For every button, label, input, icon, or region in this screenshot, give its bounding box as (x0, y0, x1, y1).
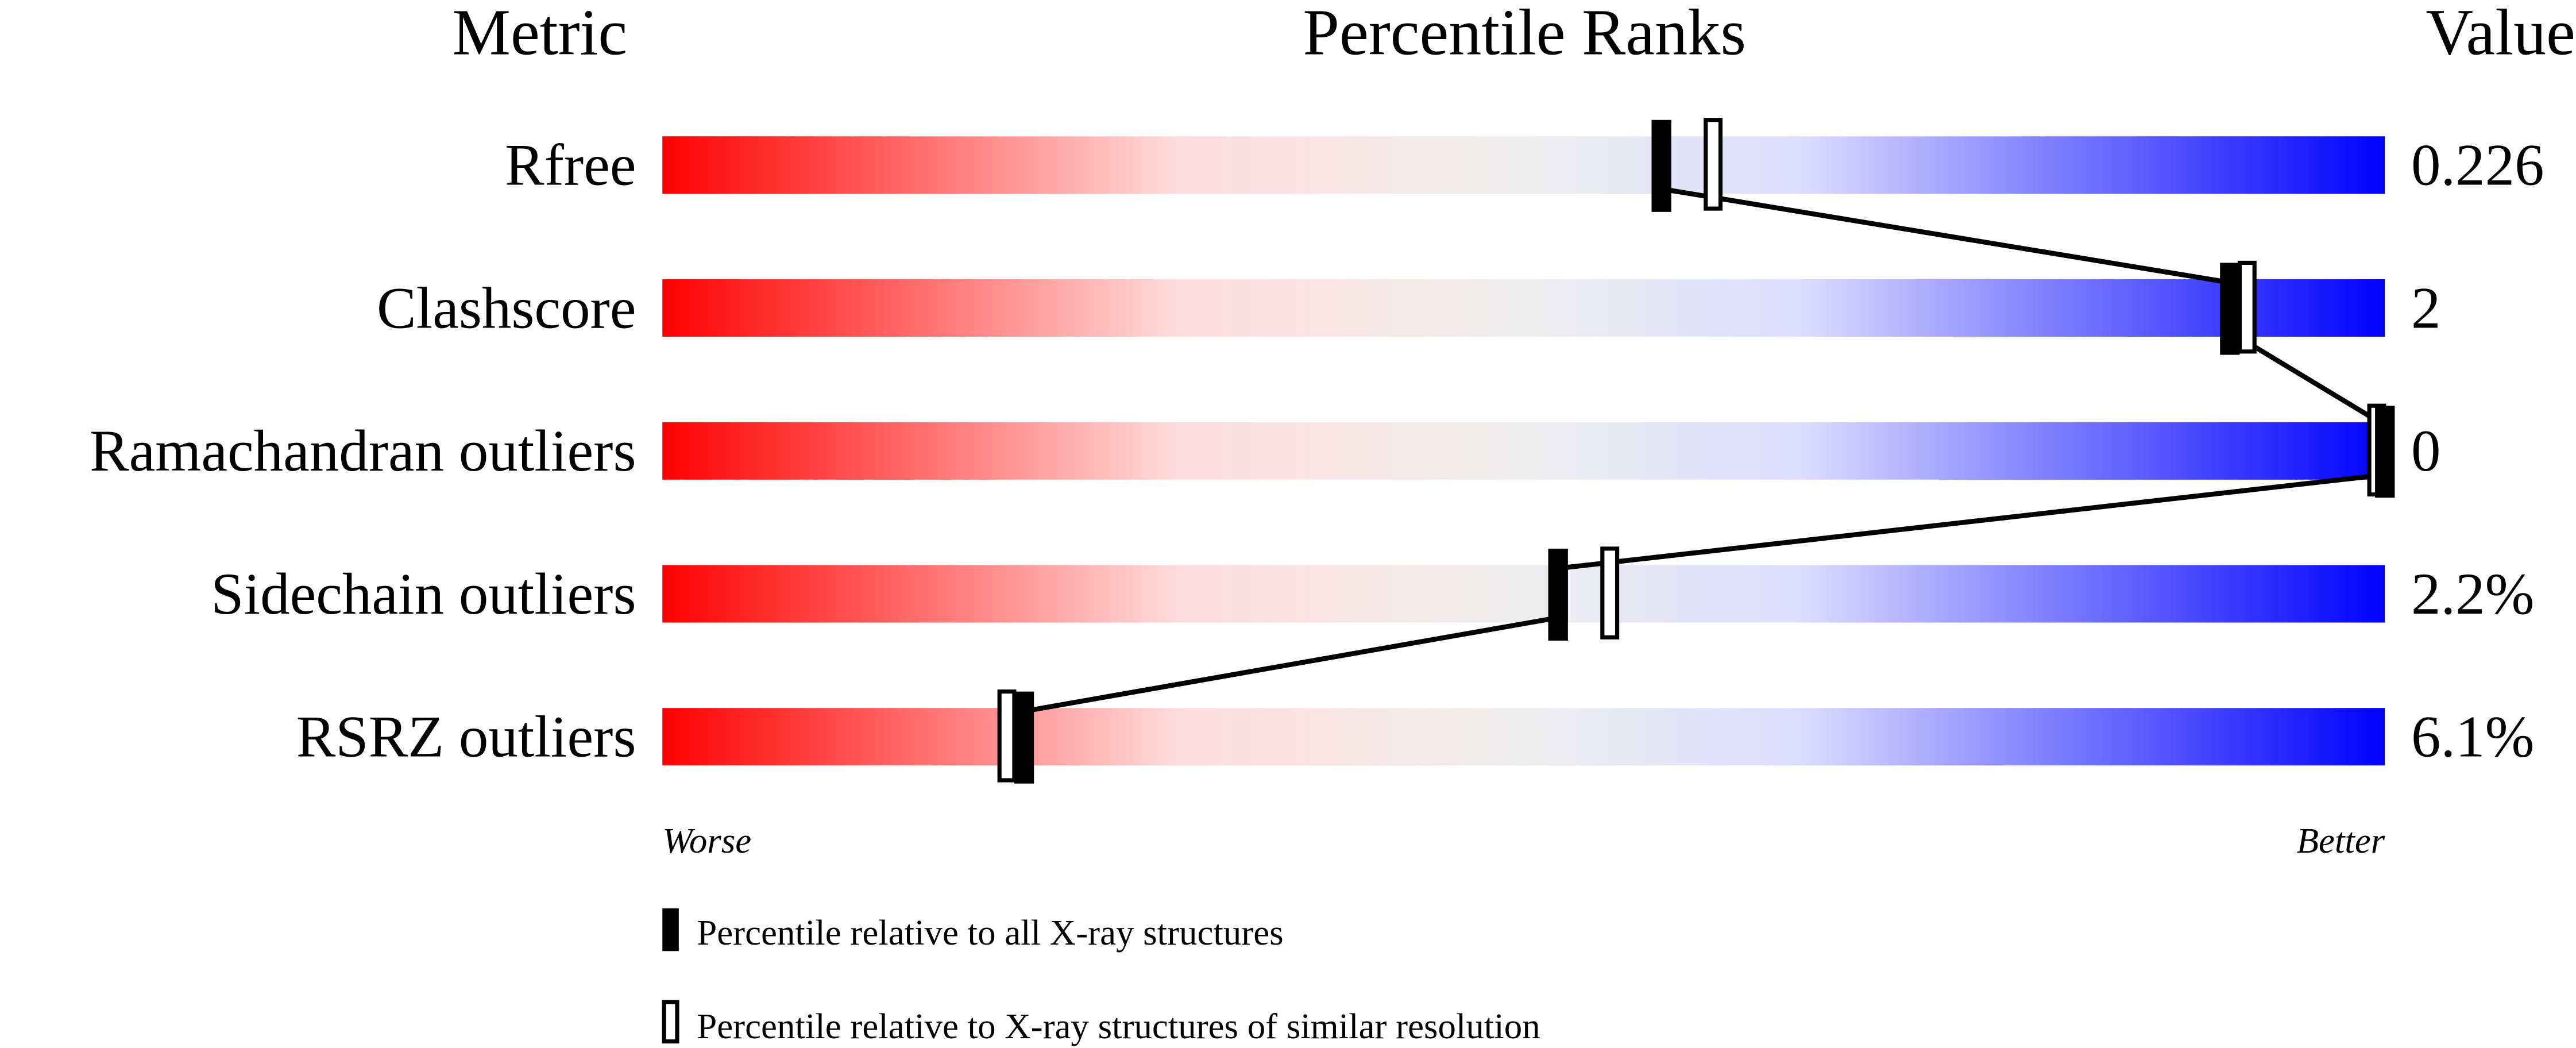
percentile-bar (662, 422, 2385, 480)
marker-similar-resolution (997, 689, 1017, 783)
metric-label: Clashscore (377, 275, 636, 341)
marker-similar-resolution (2237, 260, 2257, 354)
legend-label-similar: Percentile relative to X-ray structures … (697, 1006, 1540, 1046)
legend-open-marker (662, 1000, 679, 1044)
axis-label-worse: Worse (662, 820, 751, 861)
header-value: Value (2426, 0, 2575, 68)
marker-all-structures (1548, 548, 1568, 641)
marker-similar-resolution (1704, 118, 1723, 211)
marker-all-structures (1014, 691, 1034, 784)
header-percentile-ranks: Percentile Ranks (1303, 0, 1746, 68)
percentile-bar (662, 708, 2385, 766)
metric-value: 2.2% (2411, 561, 2534, 627)
legend-label-all: Percentile relative to all X-ray structu… (697, 912, 1283, 953)
percentile-bar (662, 279, 2385, 337)
metric-label: Rfree (505, 133, 636, 198)
axis-label-better: Better (2297, 820, 2385, 861)
connector-line (1024, 615, 1559, 714)
metric-value: 0 (2411, 418, 2440, 484)
marker-all-structures (2220, 263, 2240, 355)
marker-all-structures (1651, 120, 1671, 212)
metric-label: RSRZ outliers (296, 704, 636, 770)
metric-label: Ramachandran outliers (90, 418, 636, 484)
connector-line (1660, 186, 2231, 285)
connector-line (1558, 472, 2385, 571)
header-metric: Metric (452, 0, 627, 68)
marker-similar-resolution (1600, 546, 1620, 639)
marker-all-structures (2375, 406, 2395, 498)
metric-value: 6.1% (2411, 704, 2534, 770)
percentile-bar (662, 565, 2385, 623)
metric-value: 0.226 (2411, 133, 2544, 198)
metric-label: Sidechain outliers (211, 561, 636, 627)
percentile-bar (662, 136, 2385, 194)
metric-value: 2 (2411, 275, 2440, 341)
legend-filled-marker (662, 908, 679, 951)
